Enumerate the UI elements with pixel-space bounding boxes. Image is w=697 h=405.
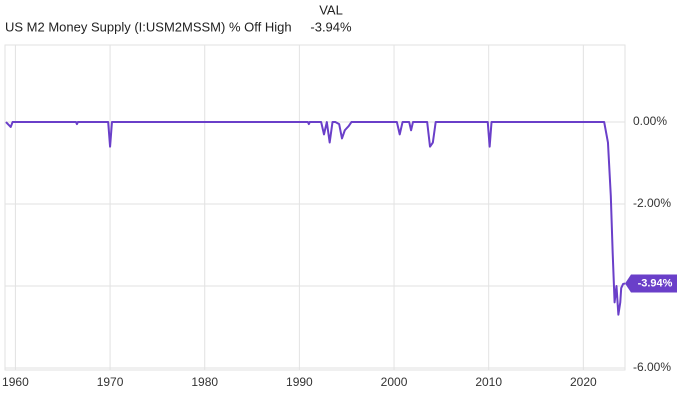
x-tick-label: 1980 — [191, 375, 218, 389]
plot-frame — [4, 44, 626, 371]
value-header: VAL — [319, 2, 343, 17]
last-value-badge — [625, 274, 677, 293]
y-tick-label: -6.00% — [633, 360, 671, 374]
header-value: -3.94% — [310, 19, 352, 34]
x-tick-label: 2010 — [475, 375, 502, 389]
series-name: US M2 Money Supply (I:USM2MSSM) % Off Hi… — [5, 19, 292, 34]
y-tick-label: -2.00% — [633, 196, 671, 210]
series-line — [5, 121, 626, 316]
last-value-label: -3.94% — [638, 277, 673, 289]
x-tick-label: 1960 — [2, 375, 29, 389]
y-tick-label: 0.00% — [633, 114, 667, 128]
x-tick-label: 1990 — [286, 375, 313, 389]
x-tick-label: 2000 — [381, 375, 408, 389]
x-tick-label: 2020 — [570, 375, 597, 389]
x-tick-label: 1970 — [97, 375, 124, 389]
